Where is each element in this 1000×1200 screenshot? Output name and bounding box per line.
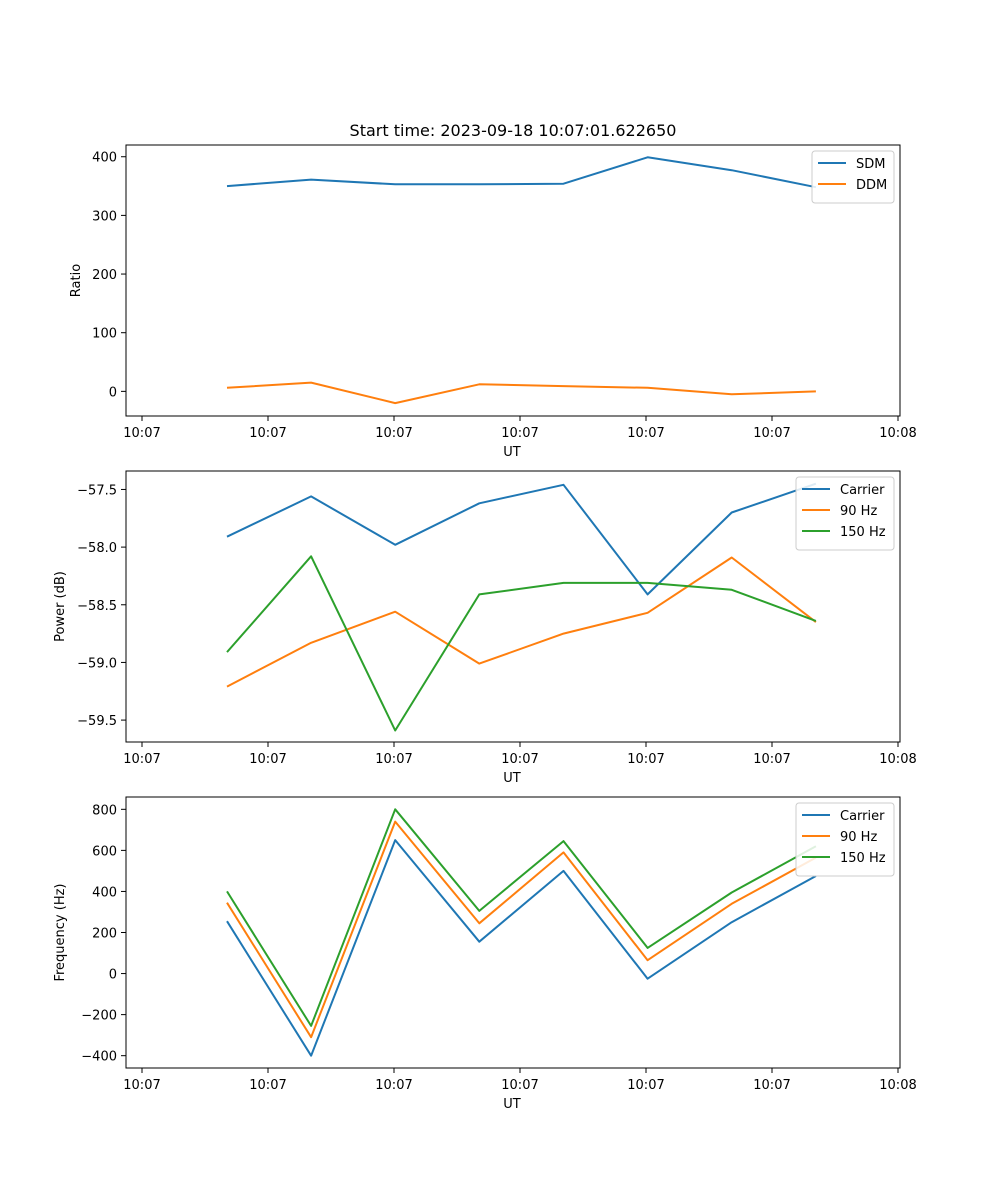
ratio-legend: SDM DDM bbox=[811, 150, 895, 204]
power-legend-label-carrier: Carrier bbox=[840, 483, 885, 498]
power-series-150-hz bbox=[226, 555, 817, 732]
frequency-x-tick-label: 10:07 bbox=[501, 1078, 538, 1093]
frequency-series-90-hz bbox=[226, 820, 817, 1039]
power-y-tick-label: −57.5 bbox=[77, 483, 117, 498]
power-x-axis-label: UT bbox=[503, 771, 521, 786]
frequency-x-tick-label: 10:07 bbox=[123, 1078, 160, 1093]
frequency-series-group bbox=[226, 808, 817, 1057]
frequency-y-tick-label: 600 bbox=[92, 844, 117, 859]
power-panel: 10:07 10:07 10:07 10:07 10:07 10:07 10:08 −57.5… bbox=[53, 470, 917, 786]
power-series-carrier bbox=[226, 482, 817, 596]
ratio-x-tick-label: 10:08 bbox=[879, 426, 916, 441]
power-x-tick-label: 10:07 bbox=[375, 752, 412, 767]
frequency-x-tick-label: 10:08 bbox=[879, 1078, 916, 1093]
power-y-tick-label: −59.5 bbox=[77, 714, 117, 729]
power-y-tick-label: −59.0 bbox=[77, 656, 117, 671]
power-y-axis-label: Power (dB) bbox=[53, 571, 68, 642]
ratio-y-tick-label: 100 bbox=[92, 327, 117, 342]
ratio-legend-label-sdm: SDM bbox=[856, 157, 885, 172]
frequency-x-tick-label: 10:07 bbox=[753, 1078, 790, 1093]
frequency-legend: Carrier 90 Hz 150 Hz bbox=[795, 802, 895, 877]
power-x-tick-label: 10:07 bbox=[501, 752, 538, 767]
frequency-series-carrier bbox=[226, 839, 817, 1057]
ratio-series-ddm bbox=[226, 381, 816, 405]
frequency-x-tick-label: 10:07 bbox=[627, 1078, 664, 1093]
power-y-tick-label: −58.0 bbox=[77, 541, 117, 556]
frequency-y-tick-label: −400 bbox=[81, 1050, 117, 1065]
ratio-y-tick-label: 400 bbox=[92, 151, 117, 166]
frequency-y-tick-label: −200 bbox=[81, 1009, 117, 1024]
frequency-y-tick-label: 200 bbox=[92, 927, 117, 942]
frequency-series-150-hz bbox=[226, 808, 817, 1027]
frequency-y-axis-label: Frequency (Hz) bbox=[53, 883, 68, 981]
ratio-x-tick-label: 10:07 bbox=[375, 426, 412, 441]
frequency-legend-label-90-hz: 90 Hz bbox=[840, 830, 877, 845]
frequency-x-tick-label: 10:07 bbox=[375, 1078, 412, 1093]
power-series-group bbox=[226, 482, 817, 732]
power-axes-frame bbox=[125, 470, 901, 743]
panels: 10:07 10:07 10:07 10:07 10:07 10:07 10:08 0 100 2… bbox=[53, 144, 917, 1112]
ratio-series-group bbox=[226, 156, 817, 405]
ratio-y-tick-label: 200 bbox=[92, 268, 117, 283]
frequency-panel: 10:07 10:07 10:07 10:07 10:07 10:07 10:08 800 60… bbox=[53, 796, 917, 1112]
ratio-legend-label-ddm: DDM bbox=[856, 178, 887, 193]
frequency-legend-label-150-hz: 150 Hz bbox=[840, 851, 886, 866]
ratio-x-tick-label: 10:07 bbox=[753, 426, 790, 441]
frequency-x-axis-label: UT bbox=[503, 1097, 521, 1112]
power-x-tick-label: 10:07 bbox=[627, 752, 664, 767]
ratio-axes-frame bbox=[125, 144, 901, 417]
frequency-y-tick-label: 0 bbox=[109, 968, 117, 983]
ratio-y-tick-label: 0 bbox=[109, 385, 117, 400]
ratio-y-axis-label: Ratio bbox=[69, 264, 84, 297]
power-legend-label-90-hz: 90 Hz bbox=[840, 504, 877, 519]
power-x-tick-label: 10:07 bbox=[123, 752, 160, 767]
power-y-tick-label: −58.5 bbox=[77, 599, 117, 614]
power-legend-label-150-hz: 150 Hz bbox=[840, 525, 886, 540]
ratio-series-sdm bbox=[226, 156, 817, 189]
power-series-90-hz bbox=[226, 556, 817, 688]
ratio-x-tick-label: 10:07 bbox=[249, 426, 286, 441]
ratio-x-tick-label: 10:07 bbox=[501, 426, 538, 441]
ratio-x-tick-label: 10:07 bbox=[627, 426, 664, 441]
chart-title: Start time: 2023-09-18 10:07:01.622650 bbox=[350, 121, 677, 140]
power-x-tick-label: 10:07 bbox=[753, 752, 790, 767]
frequency-x-tick-label: 10:07 bbox=[249, 1078, 286, 1093]
frequency-y-tick-label: 800 bbox=[92, 803, 117, 818]
ratio-x-axis-label: UT bbox=[503, 445, 521, 460]
ratio-panel: 10:07 10:07 10:07 10:07 10:07 10:07 10:08 0 100 2… bbox=[69, 144, 917, 460]
frequency-y-tick-label: 400 bbox=[92, 885, 117, 900]
ratio-x-tick-label: 10:07 bbox=[123, 426, 160, 441]
frequency-legend-label-carrier: Carrier bbox=[840, 809, 885, 824]
power-x-tick-label: 10:08 bbox=[879, 752, 916, 767]
ratio-y-tick-label: 300 bbox=[92, 209, 117, 224]
power-legend: Carrier 90 Hz 150 Hz bbox=[795, 476, 895, 551]
power-x-tick-label: 10:07 bbox=[249, 752, 286, 767]
